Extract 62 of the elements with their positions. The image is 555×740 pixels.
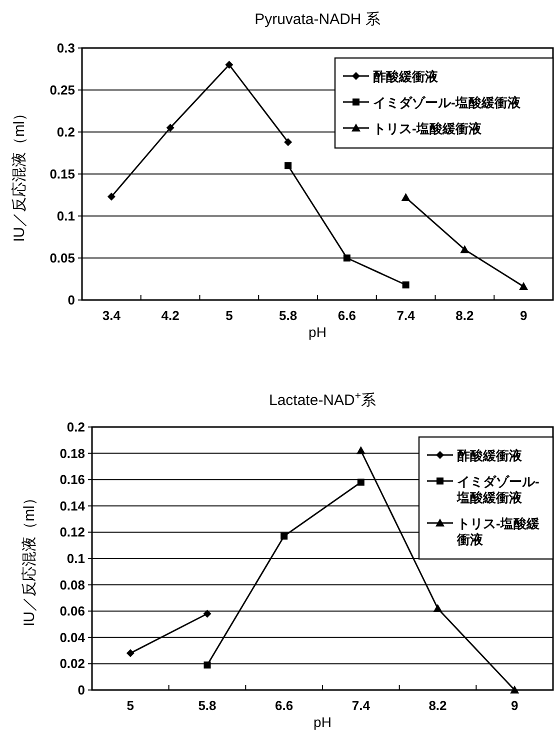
point [460,245,470,254]
point [284,138,292,146]
y-tick-label: 0.02 [60,656,85,672]
y-tick-label: 0 [68,292,75,308]
legend-label: イミダゾール-塩酸緩衝液 [373,95,522,110]
x-tick-label: 5 [126,698,134,713]
y-tick-label: 0.14 [60,498,86,514]
x-tick-label: 6.6 [338,308,356,323]
y-tick-label: 0.3 [56,40,75,56]
point [401,193,410,202]
y-tick-label: 0.16 [60,472,85,488]
chart-title: Pyruvata-NADH 系 [254,11,380,28]
x-axis-title: pH [308,324,326,340]
x-tick-label: 7.4 [396,308,416,323]
y-tick-label: 0.06 [60,604,85,619]
x-tick-label: 7.4 [352,698,371,713]
point [204,662,211,669]
x-tick-label: 4.2 [161,308,180,323]
y-tick-label: 0.2 [56,124,75,140]
y-tick-label: 0.08 [60,577,85,592]
y-tick-label: 0.05 [50,250,75,266]
point [510,686,520,694]
y-axis-title: IU／反応混液（ml） [21,490,38,626]
x-tick-label: 5.8 [198,698,216,713]
x-tick-label: 5.8 [279,308,298,323]
legend-label: 酢酸緩衝液 [373,69,439,84]
x-tick-label: 6.6 [275,698,294,713]
y-tick-label: 0 [78,682,85,698]
point [166,124,174,132]
point [343,254,350,262]
chart-title: Lactate-NAD$^{+}$系 [268,390,376,409]
legend-label: 酢酸緩衝液 [457,448,523,463]
point [433,604,442,612]
legend-label: トリス-塩酸緩衝液 [373,121,482,136]
point [284,162,292,170]
y-tick-label: 0.25 [50,82,75,98]
legend-label: トリス-塩酸緩衝液 [456,516,540,547]
point [126,649,134,658]
y-tick-label: 0.18 [60,446,85,461]
y-tick-label: 0.04 [60,630,86,645]
y-tick-label: 0.1 [66,551,85,566]
point [280,532,288,540]
x-tick-label: 8.2 [456,308,474,323]
x-axis-title: pH [314,714,332,730]
x-tick-label: 8.2 [428,698,447,713]
point [402,281,410,288]
y-tick-label: 0.1 [56,208,75,224]
y-tick-label: 0.12 [60,524,85,540]
y-tick-label: 0.15 [50,166,75,182]
legend-label: イミダゾール-塩酸緩衝液 [456,474,540,505]
point [356,446,366,454]
point [519,282,528,290]
point [357,478,364,486]
point [225,60,234,69]
x-tick-label: 9 [520,308,528,323]
x-tick-label: 3.4 [102,308,122,323]
x-tick-label: 9 [510,698,518,713]
point [203,610,212,618]
x-tick-label: 5 [226,308,233,323]
y-tick-label: 0.2 [66,420,85,434]
point [107,192,116,201]
y-axis-title: IU／反応混液（ml） [11,106,28,242]
